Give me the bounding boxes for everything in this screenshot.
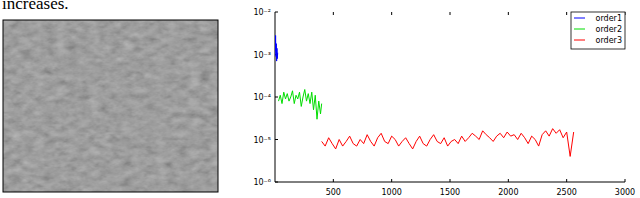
x-tick-top xyxy=(450,12,451,15)
figure: 10⁻² 10⁻³ 10⁻⁴ 10⁻⁵ 10⁻⁶ 500 1000 1500 2000 2500 3… xyxy=(0,0,640,198)
series-line xyxy=(322,129,574,157)
x-tick-label: 2000 xyxy=(498,188,518,197)
x-tick-top xyxy=(391,12,392,15)
legend-box xyxy=(571,12,625,49)
y-tick-label: 10⁻² xyxy=(253,8,271,17)
x-tick-label: 1500 xyxy=(440,188,460,197)
image-frame xyxy=(3,20,218,192)
x-tick xyxy=(625,179,626,182)
x-tick-top xyxy=(333,12,334,15)
y-tick-label: 10⁻⁴ xyxy=(253,93,271,102)
series-line xyxy=(279,90,322,120)
y-tick-label: 10⁻⁵ xyxy=(253,136,271,145)
x-tick xyxy=(333,179,334,182)
texture-tint xyxy=(3,20,218,192)
y-tick xyxy=(275,97,278,98)
legend-swatch xyxy=(574,29,585,30)
x-tick-top xyxy=(508,12,509,15)
caption-text: increases. xyxy=(2,0,69,14)
series-group xyxy=(275,36,574,157)
series-line xyxy=(275,36,278,62)
legend-swatch xyxy=(574,18,585,19)
x-tick-top xyxy=(566,12,567,15)
texture-image xyxy=(3,20,218,192)
y-tick xyxy=(275,139,278,140)
texture-base xyxy=(3,20,218,192)
x-tick-label: 2500 xyxy=(556,188,576,197)
legend-label: order3 xyxy=(596,36,622,45)
legend-label: order2 xyxy=(596,25,622,34)
legend-label: order1 xyxy=(596,14,622,23)
x-tick xyxy=(450,179,451,182)
x-tick xyxy=(508,179,509,182)
legend-swatch xyxy=(574,40,585,41)
y-tick xyxy=(275,12,278,13)
x-tick-label: 500 xyxy=(326,188,341,197)
x-tick-label: 3000 xyxy=(615,188,635,197)
y-tick-label: 10⁻³ xyxy=(253,51,271,60)
y-tick xyxy=(275,182,278,183)
x-tick-label: 1000 xyxy=(381,188,401,197)
x-tick xyxy=(566,179,567,182)
x-tick xyxy=(391,179,392,182)
y-tick-label: 10⁻⁶ xyxy=(253,178,271,187)
